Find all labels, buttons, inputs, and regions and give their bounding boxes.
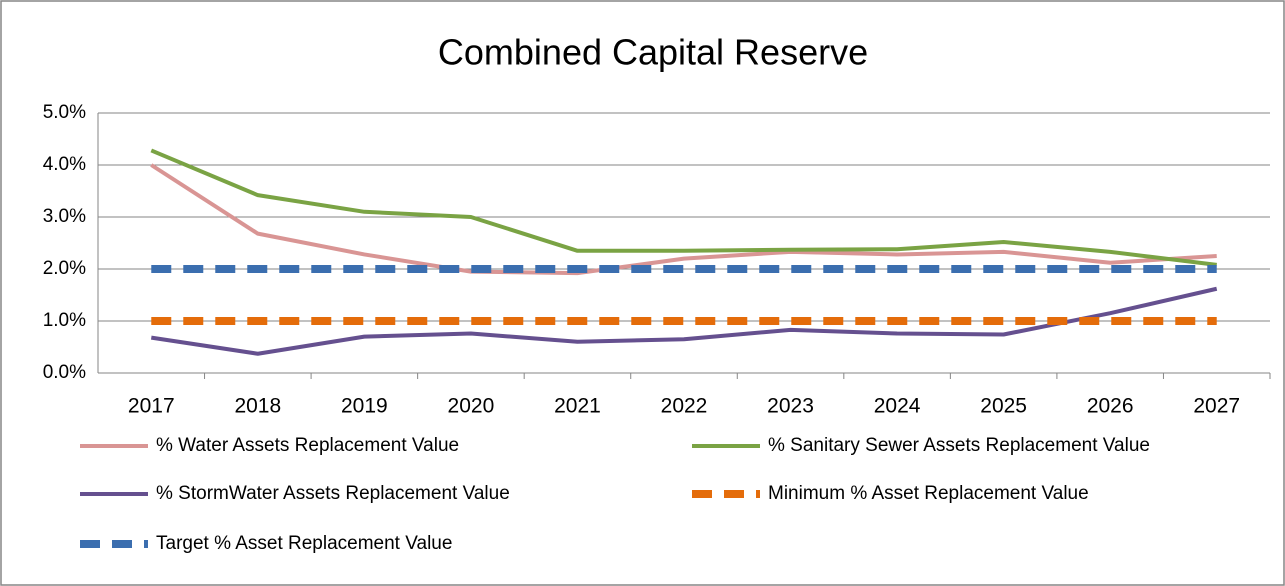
x-tick-label: 2024 [874, 395, 921, 418]
x-tick-label: 2019 [341, 395, 388, 418]
series-line [150, 163, 1217, 276]
series-line [150, 148, 1217, 267]
x-tick-label: 2020 [448, 395, 495, 418]
legend-label: % StormWater Assets Replacement Value [156, 483, 510, 504]
series-line [150, 286, 1218, 356]
legend-label: % Sanitary Sewer Assets Replacement Valu… [768, 435, 1150, 456]
x-tick-label: 2018 [234, 395, 281, 418]
x-tick-label: 2022 [661, 395, 708, 418]
x-tick-label: 2027 [1193, 395, 1240, 418]
chart-title: Combined Capital Reserve [438, 32, 868, 73]
x-tick-label: 2017 [128, 395, 175, 418]
y-tick-label: 1.0% [43, 310, 86, 331]
y-tick-label: 4.0% [43, 154, 86, 175]
x-tick-label: 2023 [767, 395, 814, 418]
y-tick-label: 2.0% [43, 258, 86, 279]
x-tick-label: 2025 [980, 395, 1027, 418]
legend-label: Minimum % Asset Replacement Value [768, 483, 1089, 504]
y-tick-label: 3.0% [43, 206, 86, 227]
legend-label: % Water Assets Replacement Value [156, 435, 459, 456]
y-tick-label: 0.0% [43, 362, 86, 383]
x-tick-label: 2026 [1087, 395, 1134, 418]
y-tick-label: 5.0% [43, 102, 86, 123]
x-tick-label: 2021 [554, 395, 601, 418]
legend-label: Target % Asset Replacement Value [156, 533, 452, 554]
